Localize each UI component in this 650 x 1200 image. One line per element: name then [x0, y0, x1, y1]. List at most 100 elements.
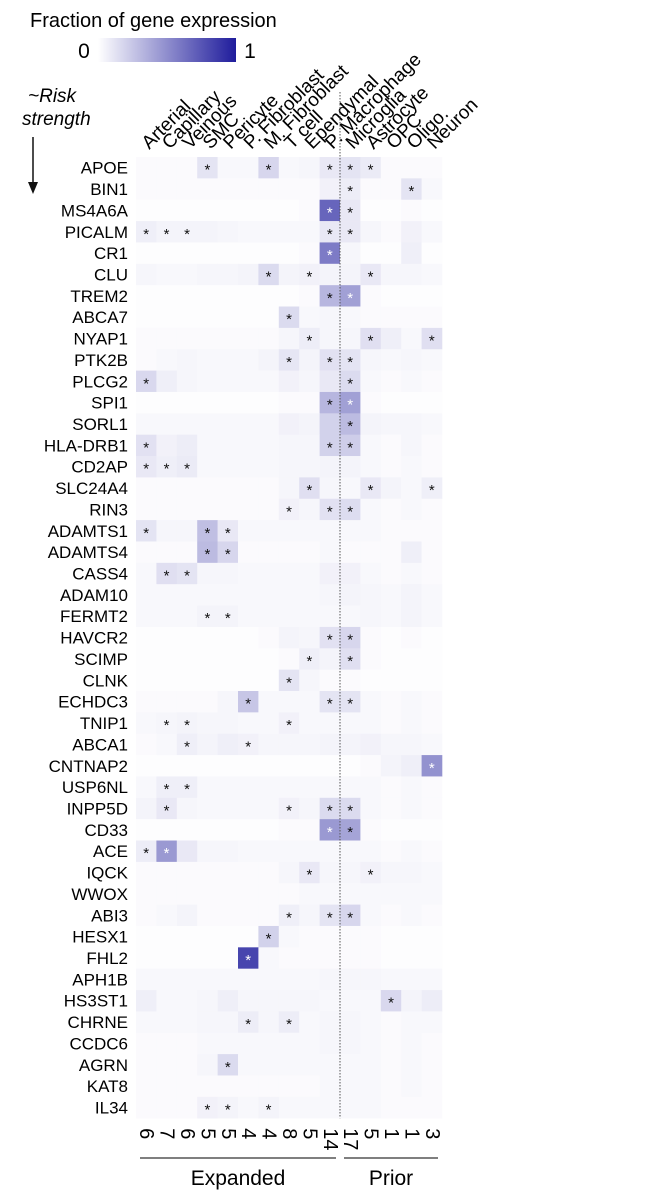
- heatmap-cell: [156, 797, 178, 820]
- heatmap-cell: [238, 819, 259, 841]
- row-label-scimp: SCIMP: [74, 650, 128, 669]
- significance-star: *: [164, 226, 170, 243]
- heatmap-cell: [136, 669, 157, 692]
- significance-star: *: [368, 268, 374, 285]
- heatmap-cell: [176, 327, 198, 350]
- heatmap-cell: [278, 776, 300, 799]
- heatmap-cell: [360, 669, 382, 692]
- heatmap-cell: [360, 1075, 382, 1098]
- heatmap-cell: [380, 1075, 402, 1098]
- heatmap-cell: [401, 306, 422, 329]
- heatmap-cell: [319, 370, 341, 393]
- heatmap-cell: [197, 263, 218, 286]
- column-count: 4: [258, 1128, 280, 1139]
- column-count: 4: [237, 1128, 259, 1139]
- heatmap-cell: [401, 904, 422, 927]
- heatmap-cell: [421, 1032, 443, 1055]
- heatmap-cell: [238, 178, 259, 201]
- heatmap-cell: [258, 968, 280, 991]
- heatmap-cell: [380, 840, 402, 863]
- heatmap-cell: [176, 1075, 198, 1098]
- heatmap-cell: [360, 1011, 382, 1034]
- significance-star: *: [347, 375, 353, 392]
- heatmap-cell: [360, 242, 382, 265]
- heatmap-cell: [360, 306, 382, 329]
- risk-strength-label-line-1: ~Risk: [28, 86, 78, 107]
- heatmap-cell: [421, 755, 443, 777]
- significance-star: *: [204, 525, 210, 542]
- heatmap-cell: [238, 285, 259, 307]
- heatmap-cell: [380, 1096, 402, 1119]
- heatmap-cell: [299, 840, 320, 863]
- heatmap-cell: [299, 157, 320, 179]
- heatmap-cell: [136, 178, 157, 201]
- row-label-spi1: SPI1: [91, 394, 128, 413]
- heatmap-cell: [401, 584, 422, 606]
- colorbar-max-label: 1: [244, 40, 256, 63]
- column-count: 1: [400, 1128, 422, 1139]
- heatmap-cell: [197, 840, 218, 863]
- heatmap-cell: [360, 861, 382, 884]
- heatmap-cell: [217, 968, 239, 991]
- heatmap-cell: [136, 968, 157, 991]
- heatmap-cell: [421, 797, 443, 820]
- row-labels: APOE BIN1 MS4A6A PICALM CR1 CLU TREM2 ABCA7 NYAP…: [44, 159, 129, 1118]
- significance-star: *: [306, 867, 312, 884]
- heatmap-cell: [380, 1032, 402, 1055]
- heatmap-cell: [238, 904, 259, 927]
- heatmap-cell: [217, 904, 239, 927]
- heatmap-cell: [401, 477, 422, 500]
- row-label-iqck: IQCK: [86, 864, 128, 883]
- heatmap-cell: [421, 199, 443, 222]
- heatmap-cell: [217, 990, 239, 1012]
- heatmap-cell: [136, 562, 157, 585]
- heatmap-cell: [319, 413, 341, 435]
- heatmap-cell: [156, 1075, 178, 1098]
- heatmap-cell: [319, 263, 341, 286]
- row-label-cd33: CD33: [85, 821, 128, 840]
- significance-star: *: [347, 418, 353, 435]
- heatmap-cell: [258, 434, 280, 457]
- heatmap-cell: [197, 520, 218, 542]
- heatmap-cell: [278, 626, 300, 649]
- heatmap-cell: [421, 669, 443, 692]
- heatmap-cell: [197, 968, 218, 991]
- heatmap-cell: [319, 648, 341, 670]
- column-count: 5: [298, 1128, 320, 1139]
- significance-star: *: [306, 268, 312, 285]
- heatmap-cell: [176, 391, 198, 414]
- heatmap-cell: [136, 840, 157, 863]
- heatmap-cell: [360, 776, 382, 799]
- heatmap-cell: [136, 327, 157, 350]
- column-count: 17: [339, 1128, 361, 1150]
- heatmap-cell: [156, 776, 178, 799]
- heatmap-cell: [176, 712, 198, 735]
- heatmap-cell: [238, 562, 259, 585]
- heatmap-cell: [238, 797, 259, 820]
- significance-star: *: [327, 290, 333, 307]
- heatmap-cell: [340, 861, 361, 884]
- heatmap-cell: [340, 691, 361, 713]
- heatmap-cell: [136, 861, 157, 884]
- heatmap-cell: [380, 541, 402, 564]
- heatmap-cell: [380, 883, 402, 905]
- heatmap-cell: [136, 199, 157, 222]
- column-count: 6: [135, 1128, 157, 1139]
- heatmap-cell: [217, 626, 239, 649]
- heatmap-cell: [136, 456, 157, 478]
- heatmap-cell: [258, 199, 280, 222]
- heatmap-cell: [176, 819, 198, 841]
- heatmap-cell: [299, 669, 320, 692]
- heatmap-cell: [136, 242, 157, 265]
- heatmap-cell: [238, 391, 259, 414]
- heatmap-cell: [176, 263, 198, 286]
- heatmap-cell: [156, 178, 178, 201]
- heatmap-cell: [360, 157, 382, 179]
- heatmap-cell: [360, 413, 382, 435]
- heatmap-cell: [156, 712, 178, 735]
- heatmap-cell: [380, 242, 402, 265]
- heatmap-cell: [319, 733, 341, 756]
- row-label-usp6nl: USP6NL: [62, 778, 128, 797]
- heatmap-cell: [360, 263, 382, 286]
- heatmap-cell: [278, 1054, 300, 1076]
